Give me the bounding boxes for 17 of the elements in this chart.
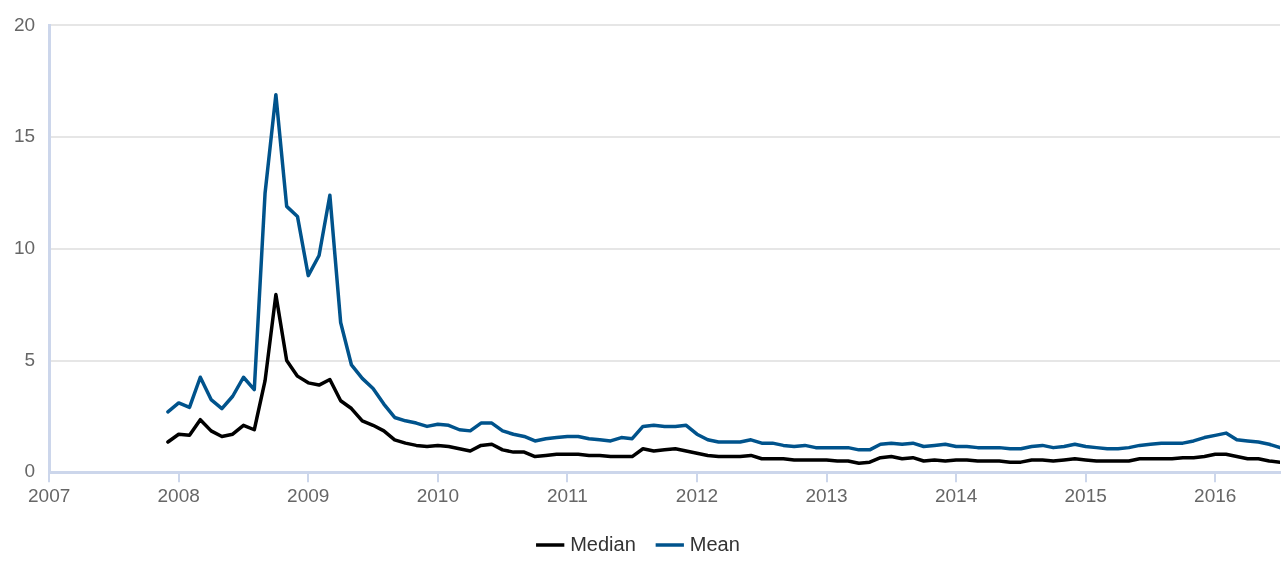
x-tick-label: 2014 <box>934 484 978 506</box>
x-tick-label: 2012 <box>675 484 719 506</box>
x-tick-label: 2015 <box>1064 484 1107 506</box>
y-tick-label: 20 <box>13 13 36 35</box>
legend-label: Median <box>570 532 636 555</box>
y-tick-label: 15 <box>13 125 36 147</box>
y-tick-label: 5 <box>24 348 36 370</box>
x-tick-label: 2013 <box>805 484 848 506</box>
x-tick-label: 2010 <box>416 484 459 506</box>
x-tick-label: 2009 <box>287 484 330 506</box>
y-tick-label: 10 <box>13 237 36 259</box>
legend-label: Mean <box>689 532 740 555</box>
x-tick-label: 2016 <box>1194 484 1237 506</box>
x-tick-label: 2011 <box>546 484 588 506</box>
y-tick-label: 0 <box>24 460 36 482</box>
x-tick-label: 2008 <box>157 484 200 506</box>
x-tick-label: 2007 <box>27 484 71 506</box>
